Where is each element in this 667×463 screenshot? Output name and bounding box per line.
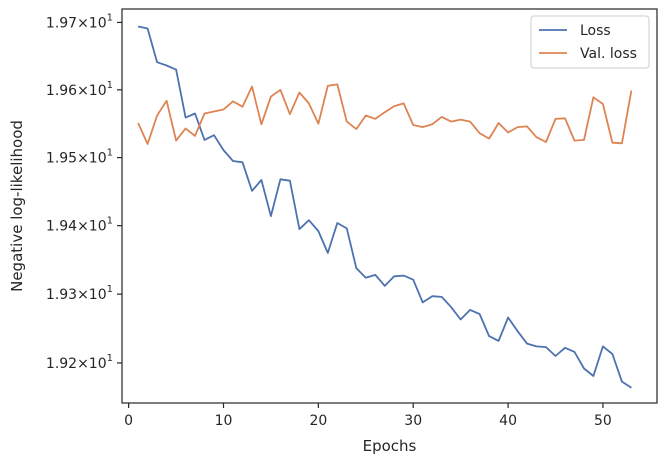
y-tick-label: 1.96×101: [46, 80, 113, 99]
y-axis-label: Negative log-likelihood: [8, 120, 26, 292]
plot-marks: [137, 25, 633, 389]
y-tick-label: 1.93×101: [46, 284, 113, 303]
x-tick-label: 10: [215, 413, 233, 429]
y-tick-label: 1.95×101: [46, 148, 113, 167]
y-tick-label: 1.94×101: [46, 216, 113, 235]
legend-label: Val. loss: [580, 46, 637, 62]
x-tick-label: 50: [594, 413, 612, 429]
legend: Loss Val. loss: [530, 15, 650, 69]
series-line-loss: [137, 25, 632, 389]
legend-label: Loss: [580, 23, 611, 39]
x-tick-label: 30: [404, 413, 422, 429]
plot-frame: [121, 8, 658, 404]
x-tick-label: 40: [499, 413, 517, 429]
y-tick-label: 1.97×101: [46, 12, 113, 31]
y-tick-label: 1.92×101: [46, 353, 113, 372]
y-axis: 1.92×101 1.93×101 1.94×101 1.95×101 1.96×101…: [46, 12, 122, 372]
x-axis-label: Epochs: [363, 437, 417, 455]
x-tick-label: 0: [124, 413, 133, 429]
series-line-val-loss: [137, 83, 633, 145]
legend-box: [530, 15, 650, 69]
x-axis: 0 10 20 30 40 50: [124, 403, 612, 429]
x-tick-label: 20: [309, 413, 327, 429]
